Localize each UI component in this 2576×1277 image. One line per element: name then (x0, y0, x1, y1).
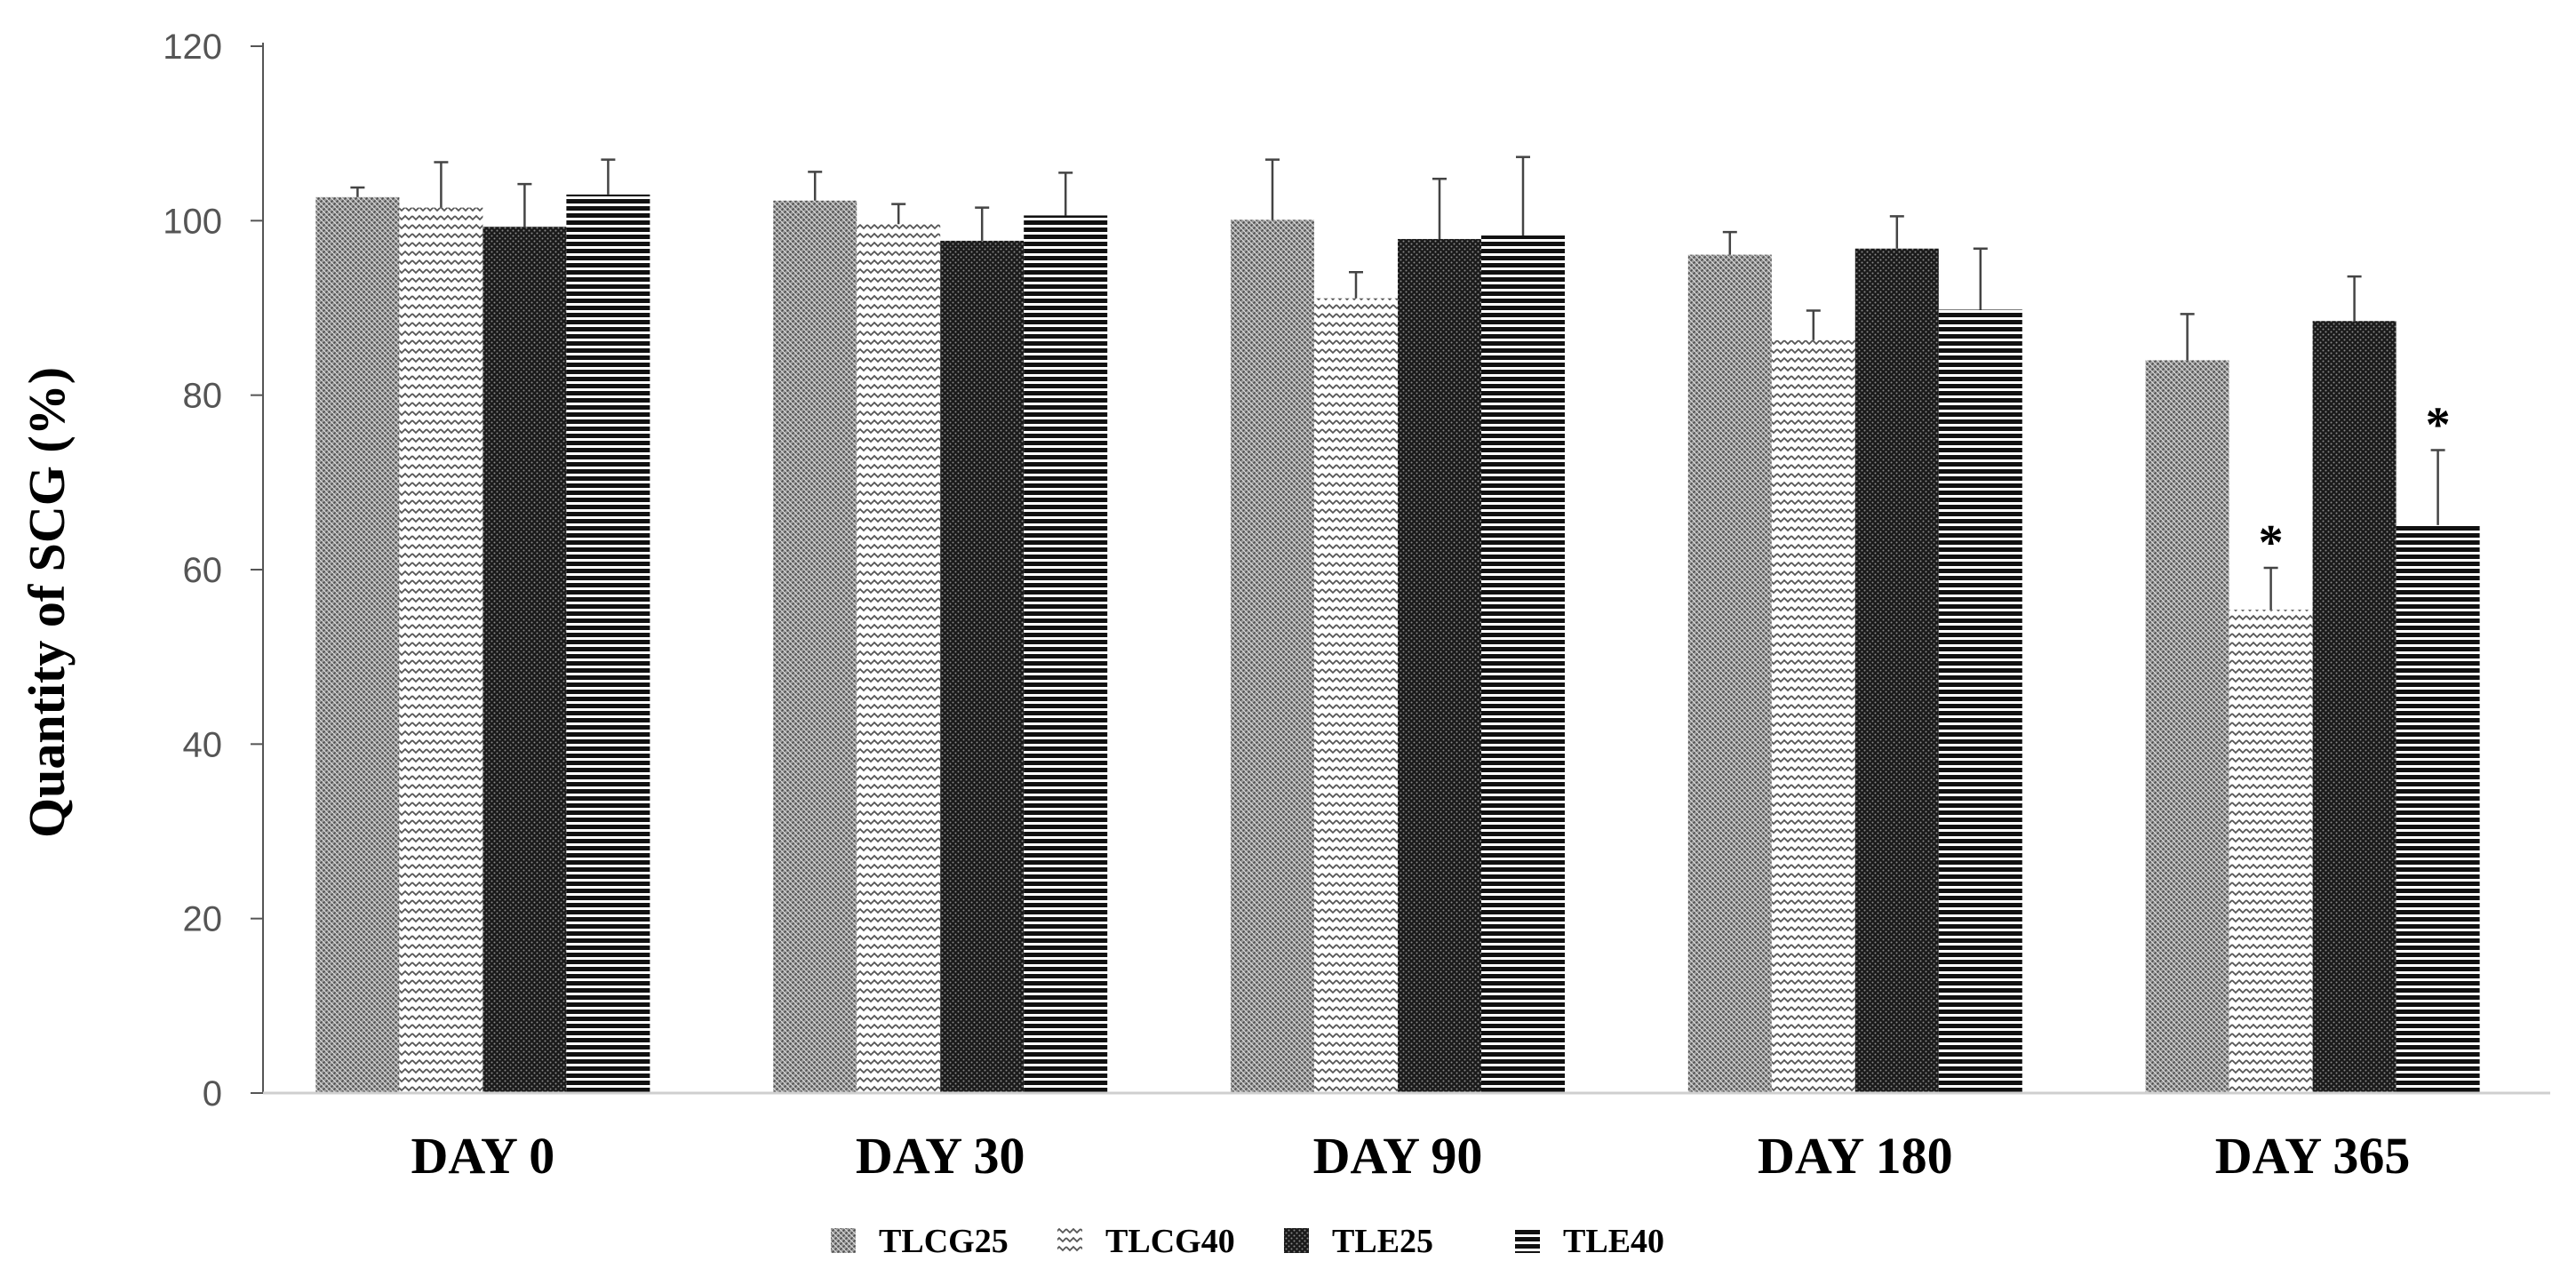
legend-label-tlcg25: TLCG25 (879, 1223, 1009, 1260)
bar-tle40-day-180 (1938, 309, 2022, 1093)
y-tick-label: 40 (183, 725, 223, 764)
legend: TLCG25 TLCG40 TLE25 TLE40 (831, 1223, 1664, 1260)
bar-tle40-day-90 (1481, 235, 1565, 1093)
bar-tlcg25-day-180 (1687, 254, 1772, 1093)
bar-tle25-day-30 (940, 240, 1025, 1094)
y-axis-label: Quantity of SCG (%) (18, 367, 76, 838)
legend-label-tle25: TLE25 (1332, 1223, 1433, 1260)
legend-swatch-tle25 (1284, 1228, 1309, 1253)
legend-label-tlcg40: TLCG40 (1105, 1223, 1235, 1260)
y-axis: 0 20 40 60 80 100 120 (163, 28, 264, 1113)
bar-tlcg40-day-0 (399, 207, 483, 1093)
x-tick-label: DAY 30 (856, 1127, 1025, 1185)
bar-tle25-day-180 (1854, 248, 1939, 1093)
bar-tlcg40-day-30 (857, 224, 941, 1093)
bar-tlcg40-day-180 (1771, 339, 1855, 1093)
legend-swatch-tlcg40 (1057, 1228, 1082, 1253)
bar-tlcg40-day-90 (1314, 298, 1398, 1093)
x-axis: DAY 0 DAY 30 DAY 90 DAY 180 DAY 365 (263, 1091, 2550, 1185)
bar-tle25-day-0 (483, 227, 567, 1093)
bar-tle25-day-365 (2312, 321, 2397, 1094)
bar-tlcg40-day-365 (2229, 610, 2313, 1093)
y-tick-label: 60 (183, 551, 223, 590)
bar-tle40-day-0 (566, 194, 650, 1094)
x-tick-label: DAY 365 (2215, 1127, 2411, 1185)
y-tick-label: 100 (163, 202, 222, 241)
y-tick-label: 80 (183, 377, 223, 416)
x-tick-label: DAY 180 (1758, 1127, 1953, 1185)
legend-swatch-tle40 (1515, 1228, 1540, 1253)
legend-swatch-tlcg25 (831, 1228, 856, 1253)
bars: ** (315, 156, 2480, 1094)
significance-marker: * (2259, 515, 2284, 571)
y-tick-label: 120 (163, 28, 222, 67)
y-tick-label: 20 (183, 900, 223, 939)
significance-marker: * (2426, 398, 2451, 453)
legend-label-tle40: TLE40 (1563, 1223, 1664, 1260)
bar-tle40-day-30 (1024, 215, 1108, 1093)
bar-tlcg25-day-0 (315, 196, 400, 1093)
bar-tle25-day-90 (1398, 238, 1481, 1093)
bar-tlcg25-day-30 (773, 200, 857, 1093)
x-tick-label: DAY 0 (411, 1127, 555, 1185)
x-tick-label: DAY 90 (1313, 1127, 1483, 1185)
bar-tle40-day-365 (2396, 524, 2480, 1093)
bar-tlcg25-day-90 (1231, 219, 1314, 1093)
bar-tlcg25-day-365 (2145, 360, 2229, 1093)
y-tick-label: 0 (203, 1074, 222, 1113)
